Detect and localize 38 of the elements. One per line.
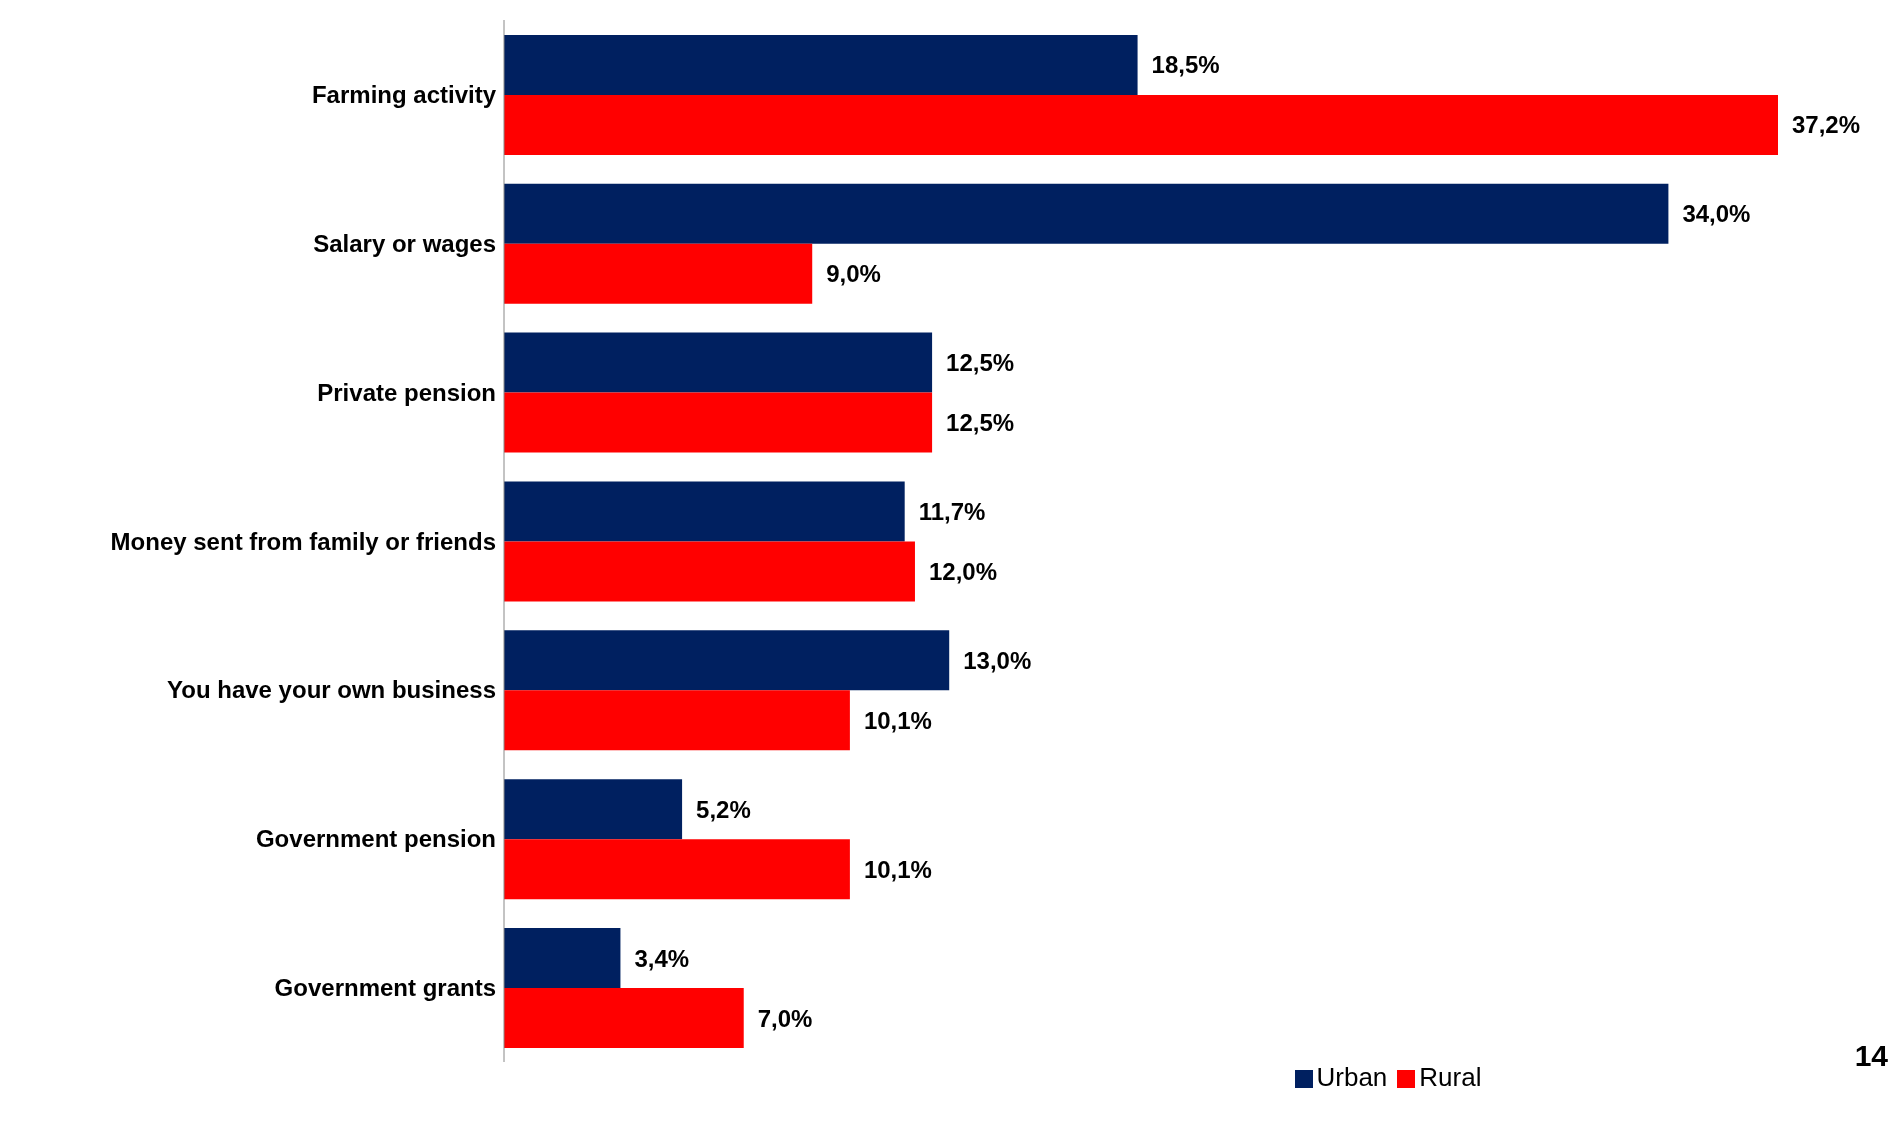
- y-tick-label: Government pension: [255, 825, 496, 853]
- y-tick-label: You have your own business: [167, 676, 496, 704]
- data-label: 9,0%: [826, 260, 881, 288]
- bar: [504, 332, 933, 393]
- data-label: 13,0%: [963, 646, 1032, 674]
- data-label: 3,4%: [634, 944, 690, 972]
- bar: [504, 243, 813, 304]
- y-tick-label: Government grants: [274, 974, 496, 1002]
- bar: [504, 839, 850, 900]
- bar: [504, 928, 621, 989]
- y-tick-label: Salary or wages: [313, 229, 496, 257]
- bar: [504, 392, 933, 453]
- data-label: 12,0%: [928, 557, 998, 585]
- bar: [504, 34, 1138, 95]
- bar: [504, 541, 915, 602]
- legend-label: Urban: [1316, 1062, 1388, 1092]
- bar: [504, 183, 1669, 244]
- data-label: 11,7%: [918, 497, 986, 525]
- text: 14: [1854, 1039, 1888, 1073]
- data-label: 37,2%: [1792, 111, 1861, 139]
- y-tick-label: Money sent from family or friends: [110, 527, 496, 555]
- bar: [504, 690, 850, 751]
- data-label: 7,0%: [757, 1004, 813, 1032]
- legend-label: Rural: [1419, 1062, 1482, 1092]
- data-label: 34,0%: [1682, 200, 1751, 228]
- bar: [504, 630, 950, 691]
- data-label: 5,2%: [696, 795, 751, 823]
- data-label: 12,5%: [946, 409, 1015, 437]
- data-label: 12,5%: [946, 349, 1015, 377]
- y-tick-label: Farming activity: [311, 80, 497, 108]
- data-label: 10,1%: [863, 855, 932, 883]
- data-label: 10,1%: [863, 706, 932, 734]
- bar: [504, 779, 683, 840]
- bar: [504, 988, 744, 1049]
- bar: [504, 481, 905, 542]
- y-tick-label: Private pension: [317, 378, 496, 406]
- bar: [504, 94, 1778, 155]
- data-label: 18,5%: [1151, 51, 1220, 79]
